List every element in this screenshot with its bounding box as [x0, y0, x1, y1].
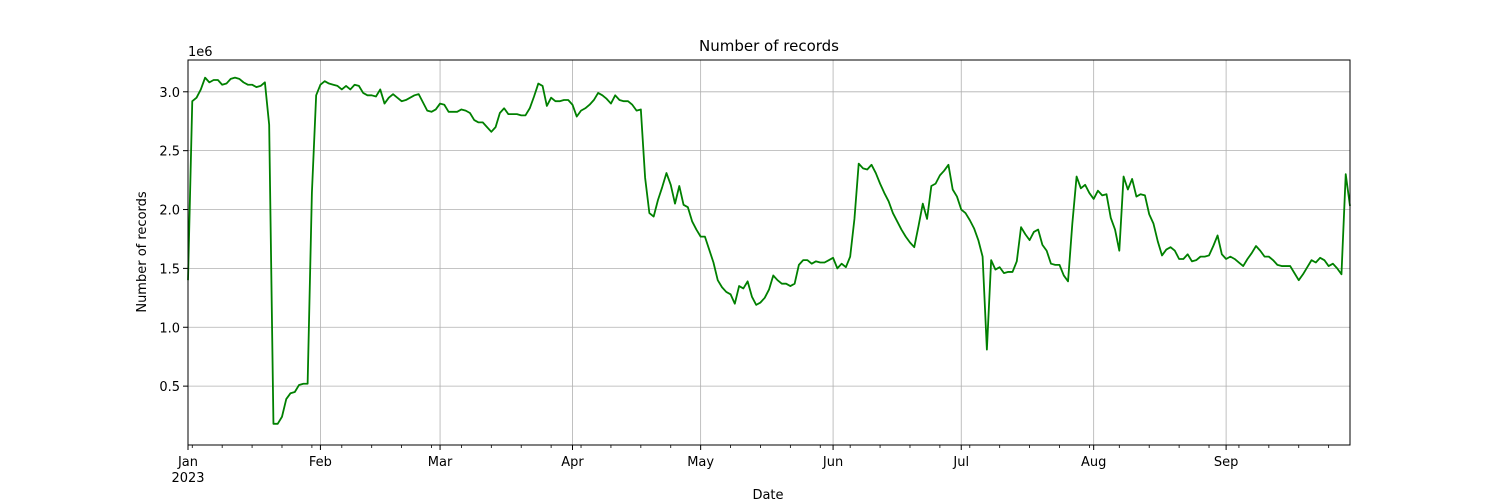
x-tick-label: Jan — [177, 455, 198, 470]
y-tick-label: 2.0 — [159, 204, 180, 219]
chart-title: Number of records — [699, 37, 839, 55]
x-axis: Jan Feb Mar Apr May Jun Jul Aug Sep — [177, 445, 1330, 470]
y-axis: 0.5 1.0 1.5 2.0 2.5 3.0 — [159, 86, 188, 395]
x-tick-label: May — [687, 455, 714, 470]
x-tick-label: Mar — [428, 455, 453, 470]
y-axis-title: Number of records — [135, 191, 150, 313]
x-year-label: 2023 — [171, 471, 204, 486]
x-tick-label: Feb — [309, 455, 332, 470]
y-offset-label: 1e6 — [188, 45, 213, 60]
y-tick-label: 1.0 — [159, 321, 180, 336]
y-tick-label: 0.5 — [159, 380, 180, 395]
plot-frame — [187, 59, 1351, 446]
x-tick-label: Jul — [952, 455, 969, 470]
y-tick-label: 3.0 — [159, 86, 180, 101]
x-tick-label: Apr — [561, 455, 584, 470]
x-axis-title: Date — [752, 488, 783, 500]
plot-area — [188, 60, 1350, 445]
y-tick-label: 2.5 — [159, 145, 180, 160]
x-tick-label: Sep — [1214, 455, 1239, 470]
series-line — [187, 76, 1351, 425]
x-tick-label: Jun — [822, 455, 843, 470]
x-tick-label: Aug — [1081, 455, 1106, 470]
y-tick-label: 1.5 — [159, 262, 180, 277]
